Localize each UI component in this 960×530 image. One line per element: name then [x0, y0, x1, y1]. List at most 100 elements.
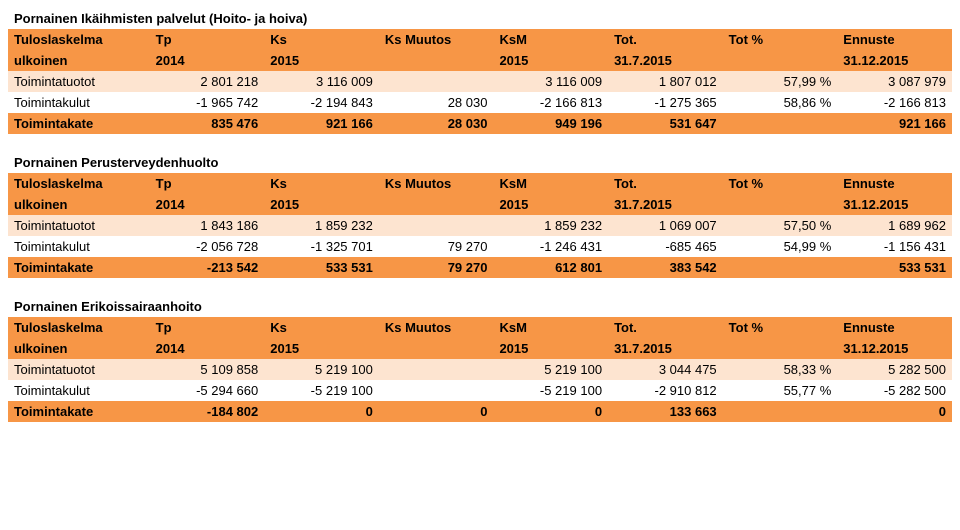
- value-cell: -1 965 742: [150, 92, 265, 113]
- value-cell: 533 531: [264, 257, 379, 278]
- total-row: Toimintakate835 476921 16628 030949 1965…: [8, 113, 952, 134]
- header-cell: 2015: [493, 50, 608, 71]
- header-cell: 2015: [493, 338, 608, 359]
- value-cell: [379, 380, 494, 401]
- value-cell: [723, 401, 838, 422]
- header-cell: Ennuste: [837, 173, 952, 194]
- value-cell: 1 859 232: [493, 215, 608, 236]
- value-cell: 0: [379, 401, 494, 422]
- value-cell: -2 910 812: [608, 380, 723, 401]
- header-cell: Tuloslaskelma: [8, 29, 150, 50]
- data-row: Toimintatuotot1 843 1861 859 2321 859 23…: [8, 215, 952, 236]
- value-cell: -5 282 500: [837, 380, 952, 401]
- data-row: Toimintakulut-2 056 728-1 325 70179 270-…: [8, 236, 952, 257]
- header-cell: Ks: [264, 317, 379, 338]
- header-cell: Ennuste: [837, 29, 952, 50]
- value-cell: 3 116 009: [493, 71, 608, 92]
- header-cell: Tot %: [723, 29, 838, 50]
- value-cell: 5 219 100: [493, 359, 608, 380]
- table-title: Pornainen Perusterveydenhuolto: [8, 152, 952, 173]
- value-cell: 533 531: [837, 257, 952, 278]
- header-row-1: TuloslaskelmaTpKsKs MuutosKsMTot.Tot %En…: [8, 29, 952, 50]
- value-cell: -685 465: [608, 236, 723, 257]
- table-title: Pornainen Ikäihmisten palvelut (Hoito- j…: [8, 8, 952, 29]
- value-cell: 1 859 232: [264, 215, 379, 236]
- header-row-1: TuloslaskelmaTpKsKs MuutosKsMTot.Tot %En…: [8, 173, 952, 194]
- table-title: Pornainen Erikoissairaanhoito: [8, 296, 952, 317]
- header-cell: 2014: [150, 50, 265, 71]
- header-cell: KsM: [493, 317, 608, 338]
- value-cell: 1 807 012: [608, 71, 723, 92]
- value-cell: 79 270: [379, 257, 494, 278]
- row-label: Toimintakate: [8, 401, 150, 422]
- data-row: Toimintatuotot2 801 2183 116 0093 116 00…: [8, 71, 952, 92]
- value-cell: [379, 215, 494, 236]
- header-cell: 31.7.2015: [608, 194, 723, 215]
- header-cell: 2014: [150, 338, 265, 359]
- header-cell: 31.7.2015: [608, 50, 723, 71]
- header-cell: ulkoinen: [8, 194, 150, 215]
- value-cell: -1 275 365: [608, 92, 723, 113]
- header-cell: Tuloslaskelma: [8, 173, 150, 194]
- value-cell: 58,86 %: [723, 92, 838, 113]
- header-cell: [723, 50, 838, 71]
- value-cell: 1 843 186: [150, 215, 265, 236]
- value-cell: [379, 71, 494, 92]
- value-cell: -2 166 813: [837, 92, 952, 113]
- table-title-row: Pornainen Perusterveydenhuolto: [8, 152, 952, 173]
- value-cell: 921 166: [837, 113, 952, 134]
- value-cell: 79 270: [379, 236, 494, 257]
- header-cell: Tuloslaskelma: [8, 317, 150, 338]
- value-cell: -2 056 728: [150, 236, 265, 257]
- value-cell: -5 294 660: [150, 380, 265, 401]
- value-cell: 55,77 %: [723, 380, 838, 401]
- header-cell: Ks Muutos: [379, 317, 494, 338]
- row-label: Toimintatuotot: [8, 71, 150, 92]
- value-cell: -2 166 813: [493, 92, 608, 113]
- value-cell: 0: [493, 401, 608, 422]
- value-cell: 54,99 %: [723, 236, 838, 257]
- header-row-2: ulkoinen20142015201531.7.201531.12.2015: [8, 194, 952, 215]
- row-label: Toimintatuotot: [8, 215, 150, 236]
- header-cell: 2015: [264, 338, 379, 359]
- value-cell: 58,33 %: [723, 359, 838, 380]
- value-cell: 949 196: [493, 113, 608, 134]
- value-cell: -1 246 431: [493, 236, 608, 257]
- header-cell: [379, 338, 494, 359]
- value-cell: 0: [837, 401, 952, 422]
- row-label: Toimintakulut: [8, 236, 150, 257]
- value-cell: 1 689 962: [837, 215, 952, 236]
- header-cell: [723, 338, 838, 359]
- table-block: Pornainen PerusterveydenhuoltoTuloslaske…: [8, 152, 952, 278]
- value-cell: -2 194 843: [264, 92, 379, 113]
- value-cell: [723, 113, 838, 134]
- value-cell: [723, 257, 838, 278]
- financial-table: Pornainen PerusterveydenhuoltoTuloslaske…: [8, 152, 952, 278]
- value-cell: -5 219 100: [493, 380, 608, 401]
- value-cell: 57,50 %: [723, 215, 838, 236]
- row-label: Toimintakulut: [8, 380, 150, 401]
- header-cell: [379, 194, 494, 215]
- value-cell: 28 030: [379, 92, 494, 113]
- value-cell: 133 663: [608, 401, 723, 422]
- data-row: Toimintakulut-5 294 660-5 219 100-5 219 …: [8, 380, 952, 401]
- data-row: Toimintakulut-1 965 742-2 194 84328 030-…: [8, 92, 952, 113]
- header-cell: 2015: [264, 50, 379, 71]
- value-cell: 531 647: [608, 113, 723, 134]
- value-cell: -184 802: [150, 401, 265, 422]
- header-cell: Ks Muutos: [379, 29, 494, 50]
- header-cell: 31.12.2015: [837, 338, 952, 359]
- header-cell: 2015: [264, 194, 379, 215]
- value-cell: -213 542: [150, 257, 265, 278]
- value-cell: -1 156 431: [837, 236, 952, 257]
- value-cell: 5 282 500: [837, 359, 952, 380]
- value-cell: 835 476: [150, 113, 265, 134]
- value-cell: 3 044 475: [608, 359, 723, 380]
- table-block: Pornainen Ikäihmisten palvelut (Hoito- j…: [8, 8, 952, 134]
- header-cell: 31.7.2015: [608, 338, 723, 359]
- row-label: Toimintatuotot: [8, 359, 150, 380]
- value-cell: 5 219 100: [264, 359, 379, 380]
- data-row: Toimintatuotot5 109 8585 219 1005 219 10…: [8, 359, 952, 380]
- table-block: Pornainen ErikoissairaanhoitoTuloslaskel…: [8, 296, 952, 422]
- value-cell: [379, 359, 494, 380]
